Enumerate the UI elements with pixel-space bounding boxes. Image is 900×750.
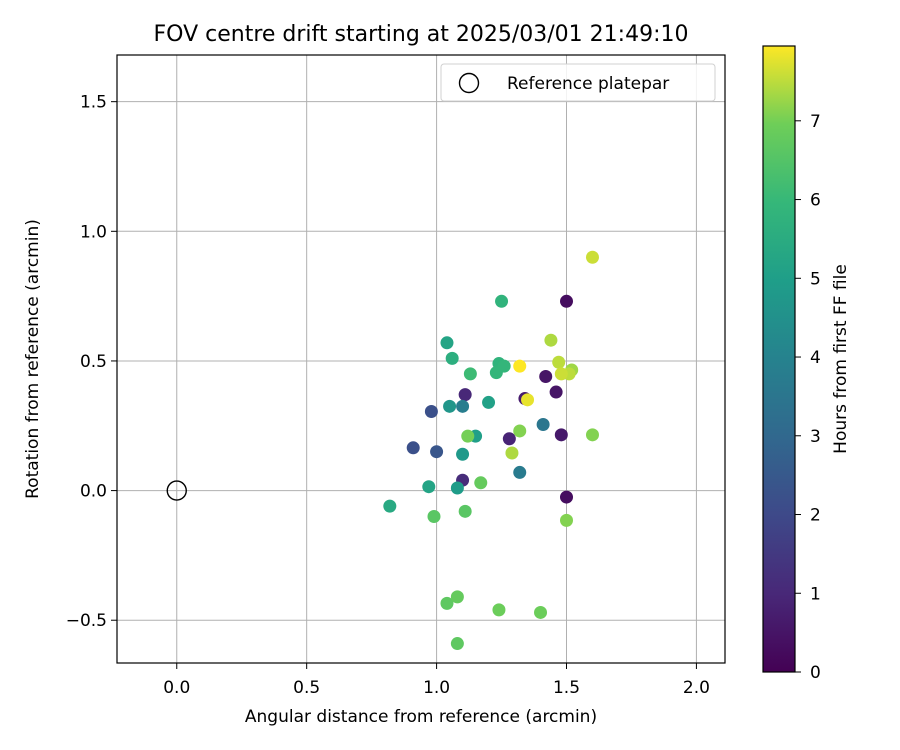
x-tick-label: 0.5 <box>293 678 320 698</box>
colorbar-ticks: 0 1 2 3 4 5 6 7 <box>795 112 821 683</box>
data-point <box>505 446 519 460</box>
colorbar-tick-label: 7 <box>810 112 821 132</box>
colorbar-tick-label: 4 <box>810 348 821 368</box>
data-point <box>430 445 444 459</box>
colorbar-tick-label: 6 <box>810 191 821 211</box>
data-point <box>422 480 436 494</box>
colorbar-tick-label: 0 <box>810 663 821 683</box>
data-point <box>521 393 535 407</box>
colorbar-tick-label: 5 <box>810 269 821 289</box>
colorbar-tick-label: 3 <box>810 427 821 447</box>
data-point <box>489 366 503 380</box>
data-point <box>544 333 558 347</box>
y-axis-label: Rotation from reference (arcmin) <box>23 219 43 499</box>
colorbar-gradient <box>763 46 795 672</box>
data-point <box>560 490 574 504</box>
colorbar-label: Hours from first FF file <box>831 264 851 454</box>
legend: Reference platepar <box>440 63 716 102</box>
plot-area <box>116 54 726 664</box>
data-point <box>458 388 472 402</box>
data-point <box>560 294 574 308</box>
data-point <box>585 250 599 264</box>
x-tick-label: 2.0 <box>683 678 710 698</box>
x-tick-label: 1.5 <box>553 678 580 698</box>
x-axis-label: Angular distance from reference (arcmin) <box>245 707 597 727</box>
data-point <box>458 504 472 518</box>
x-tick-label: 0.0 <box>163 678 190 698</box>
reference-layer <box>166 480 187 501</box>
data-point <box>495 294 509 308</box>
colorbar-tick-label: 2 <box>810 506 821 526</box>
y-tick-label: 0.0 <box>80 482 107 502</box>
colorbar: 0 1 2 3 4 5 6 7 Hours from first FF file <box>762 45 851 683</box>
data-point <box>456 447 470 461</box>
data-point <box>554 367 568 381</box>
legend-box <box>440 63 716 102</box>
data-point <box>440 336 454 350</box>
data-point <box>406 441 420 455</box>
data-point <box>424 405 438 419</box>
data-point <box>450 590 464 604</box>
data-point <box>450 481 464 495</box>
y-tick-label: 1.5 <box>80 93 107 113</box>
data-point <box>450 637 464 651</box>
data-point <box>549 385 563 399</box>
data-point <box>427 510 441 524</box>
y-tick-label: −0.5 <box>66 611 107 631</box>
chart-title: FOV centre drift starting at 2025/03/01 … <box>154 22 689 47</box>
x-axis-ticks: 0.0 0.5 1.0 1.5 2.0 <box>163 663 710 698</box>
y-tick-label: 0.5 <box>80 352 107 372</box>
data-point <box>492 603 506 617</box>
x-tick-label: 1.0 <box>423 678 450 698</box>
data-point <box>536 417 550 431</box>
data-point <box>513 465 527 479</box>
data-point <box>383 499 397 513</box>
data-point <box>534 605 548 619</box>
data-point <box>443 399 457 413</box>
y-axis-ticks: −0.5 0.0 0.5 1.0 1.5 <box>66 93 117 631</box>
data-point <box>554 428 568 442</box>
gridlines <box>117 55 725 663</box>
legend-entry-reference: Reference platepar <box>507 74 669 94</box>
data-point <box>539 370 553 384</box>
data-point <box>502 432 516 446</box>
legend-marker-reference <box>458 72 480 94</box>
colorbar-tick-label: 1 <box>810 584 821 604</box>
data-point <box>513 359 527 373</box>
reference-platepar-marker <box>166 480 187 501</box>
data-point <box>456 399 470 413</box>
data-point <box>552 355 566 369</box>
data-point <box>445 351 459 365</box>
data-point <box>463 367 477 381</box>
data-point <box>461 429 475 443</box>
data-point <box>513 424 527 438</box>
y-tick-label: 1.0 <box>80 222 107 242</box>
data-point <box>560 513 574 527</box>
colorbar-frame <box>762 45 796 673</box>
data-point <box>482 395 496 409</box>
data-points <box>383 250 599 651</box>
data-point <box>440 596 454 610</box>
data-point <box>585 428 599 442</box>
data-point <box>474 476 488 490</box>
